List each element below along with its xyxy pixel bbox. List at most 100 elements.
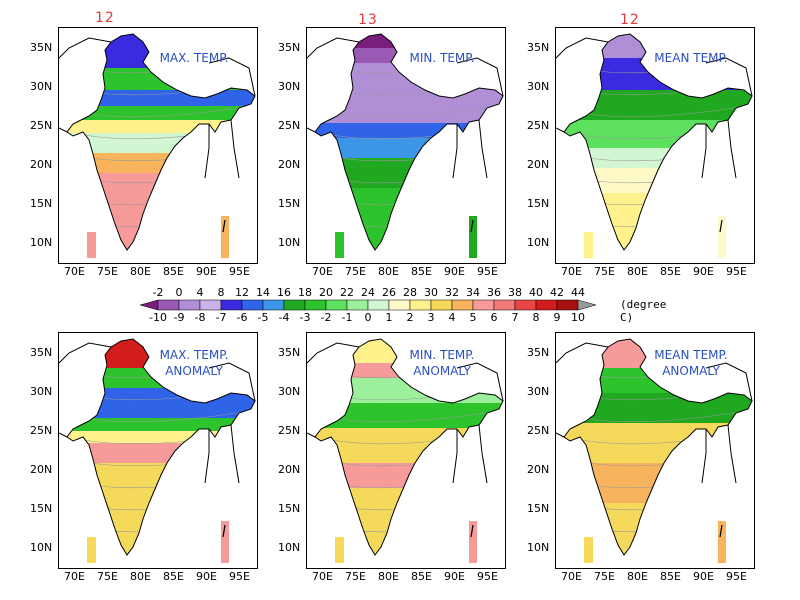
colorbar-segment bbox=[556, 299, 579, 311]
colorbar-segment bbox=[535, 299, 558, 311]
lon-tick-label: 75E bbox=[594, 570, 615, 583]
lat-tick-label: 15N bbox=[278, 502, 301, 515]
colorbar-segment bbox=[283, 299, 306, 311]
colorbar-anomaly-label: -2 bbox=[320, 311, 332, 324]
panel-title-line1: MIN. TEMP. bbox=[409, 51, 475, 65]
lon-tick-label: 80E bbox=[130, 570, 151, 583]
lon-tick-label: 75E bbox=[97, 570, 118, 583]
panel-title-line1: MAX. TEMP. bbox=[159, 348, 229, 362]
colorbar-segment bbox=[262, 299, 285, 311]
colorbar-temp-label: 12 bbox=[235, 286, 249, 299]
lat-tick-label: 35N bbox=[278, 346, 301, 359]
lat-tick-label: 35N bbox=[30, 41, 53, 54]
andaman-islands bbox=[470, 524, 474, 538]
lat-tick-label: 30N bbox=[278, 385, 301, 398]
lat-tick-label: 20N bbox=[278, 463, 301, 476]
neighbour-borders bbox=[307, 342, 504, 484]
andaman-box bbox=[221, 521, 229, 563]
lon-tick-label: 70E bbox=[64, 265, 85, 278]
colorbar-segment bbox=[451, 299, 474, 311]
lat-tick-label: 25N bbox=[527, 119, 550, 132]
india-outline bbox=[563, 338, 753, 556]
lat-tick-label: 15N bbox=[30, 502, 53, 515]
colorbar-anomaly-label: -4 bbox=[278, 311, 290, 324]
colorbar-anomaly-label: 2 bbox=[406, 311, 414, 324]
shaded-band bbox=[67, 418, 255, 431]
lon-tick-label: 80E bbox=[378, 570, 399, 583]
shaded-band bbox=[67, 443, 255, 463]
colorbar-segment bbox=[304, 299, 327, 311]
andaman-islands bbox=[222, 524, 226, 538]
colorbar-temp-label: 4 bbox=[196, 286, 204, 299]
andaman-islands bbox=[719, 219, 723, 233]
panel-title-line2: ANOMALY bbox=[413, 364, 471, 378]
lon-tick-label: 80E bbox=[130, 265, 151, 278]
map-frame: MAX. TEMP. ANOMALY bbox=[58, 332, 258, 569]
lat-tick-label: 10N bbox=[30, 541, 53, 554]
lon-tick-label: 90E bbox=[444, 265, 465, 278]
india-map bbox=[307, 338, 504, 563]
state-boundary bbox=[575, 498, 747, 511]
colorbar-unit: (degree C) bbox=[620, 298, 667, 324]
neighbour-borders bbox=[307, 37, 504, 179]
lon-tick-label: 80E bbox=[627, 265, 648, 278]
andaman-islands bbox=[470, 219, 474, 233]
neighbour-borders bbox=[556, 37, 753, 179]
colorbar-temp-label: 34 bbox=[466, 286, 480, 299]
lon-tick-label: 95E bbox=[726, 265, 747, 278]
colorbar-temp-label: 42 bbox=[550, 286, 564, 299]
lakshadweep-box bbox=[584, 232, 593, 258]
lon-tick-label: 85E bbox=[660, 265, 681, 278]
lat-tick-label: 20N bbox=[30, 158, 53, 171]
lon-tick-label: 80E bbox=[627, 570, 648, 583]
lat-tick-label: 35N bbox=[30, 346, 53, 359]
lon-tick-label: 85E bbox=[411, 265, 432, 278]
lat-tick-label: 15N bbox=[527, 197, 550, 210]
lat-tick-label: 10N bbox=[278, 541, 301, 554]
colorbar-temp-label: -2 bbox=[152, 286, 164, 299]
andaman-box bbox=[718, 521, 726, 563]
panel-title: MIN. TEMP. ANOMALY bbox=[387, 347, 497, 379]
lat-tick-label: 25N bbox=[30, 119, 53, 132]
india-outline bbox=[66, 338, 256, 556]
lat-tick-label: 15N bbox=[30, 197, 53, 210]
andaman-box bbox=[469, 216, 477, 258]
andaman-box bbox=[221, 216, 229, 258]
lat-tick-label: 10N bbox=[527, 236, 550, 249]
lon-tick-label: 70E bbox=[312, 265, 333, 278]
lat-tick-label: 10N bbox=[30, 236, 53, 249]
shaded-band bbox=[564, 393, 752, 423]
colorbar-anomaly-label: -5 bbox=[257, 311, 269, 324]
lon-tick-label: 95E bbox=[229, 570, 250, 583]
colorbar-segment bbox=[493, 299, 516, 311]
state-boundary bbox=[326, 498, 498, 511]
colorbar-segment bbox=[472, 299, 495, 311]
colorbar-segment bbox=[178, 299, 201, 311]
panel-title-line2: ANOMALY bbox=[165, 364, 223, 378]
state-boundary bbox=[326, 410, 498, 423]
panel-title-line1: MIN. TEMP. bbox=[409, 348, 475, 362]
colorbar-anomaly-label: 6 bbox=[490, 311, 498, 324]
colorbar-segment bbox=[241, 299, 264, 311]
colorbar-segment bbox=[199, 299, 222, 311]
colorbar-temp-label: 40 bbox=[529, 286, 543, 299]
shaded-band bbox=[315, 403, 503, 428]
india-map bbox=[59, 33, 256, 258]
andaman-islands bbox=[222, 219, 226, 233]
india-map bbox=[307, 33, 504, 258]
shaded-band bbox=[67, 431, 255, 443]
colorbar-temp-label: 20 bbox=[319, 286, 333, 299]
lat-tick-label: 30N bbox=[278, 80, 301, 93]
map-frame: MEAN TEMP. bbox=[555, 27, 755, 264]
colorbar-temp-label: 22 bbox=[340, 286, 354, 299]
colorbar-temp-label: 32 bbox=[445, 286, 459, 299]
lon-tick-label: 85E bbox=[660, 570, 681, 583]
colorbar-anomaly-label: 5 bbox=[469, 311, 477, 324]
colorbar-svg bbox=[139, 299, 597, 311]
colorbar-segment bbox=[430, 299, 453, 311]
india-outline bbox=[563, 33, 753, 251]
lon-tick-label: 95E bbox=[477, 570, 498, 583]
colorbar-right-arrow bbox=[577, 299, 597, 311]
panel-title-line1: MEAN TEMP. bbox=[654, 51, 728, 65]
lon-tick-label: 70E bbox=[64, 570, 85, 583]
